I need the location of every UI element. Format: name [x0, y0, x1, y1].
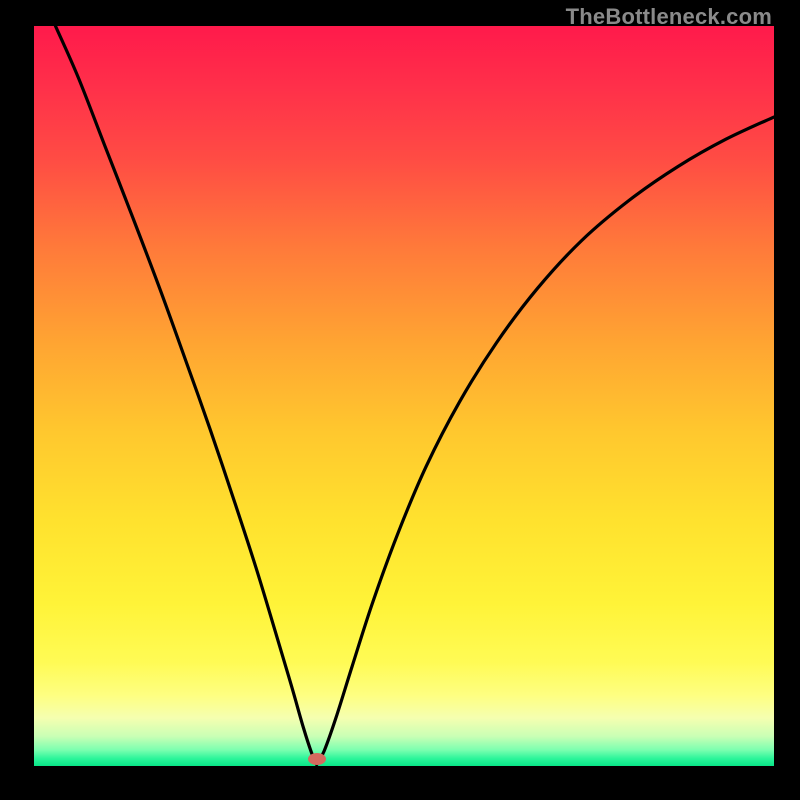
optimal-point-marker [308, 753, 326, 765]
watermark-text: TheBottleneck.com [566, 4, 772, 30]
plot-area [34, 26, 774, 766]
chart-frame: TheBottleneck.com [0, 0, 800, 800]
bottleneck-curve [34, 26, 774, 766]
